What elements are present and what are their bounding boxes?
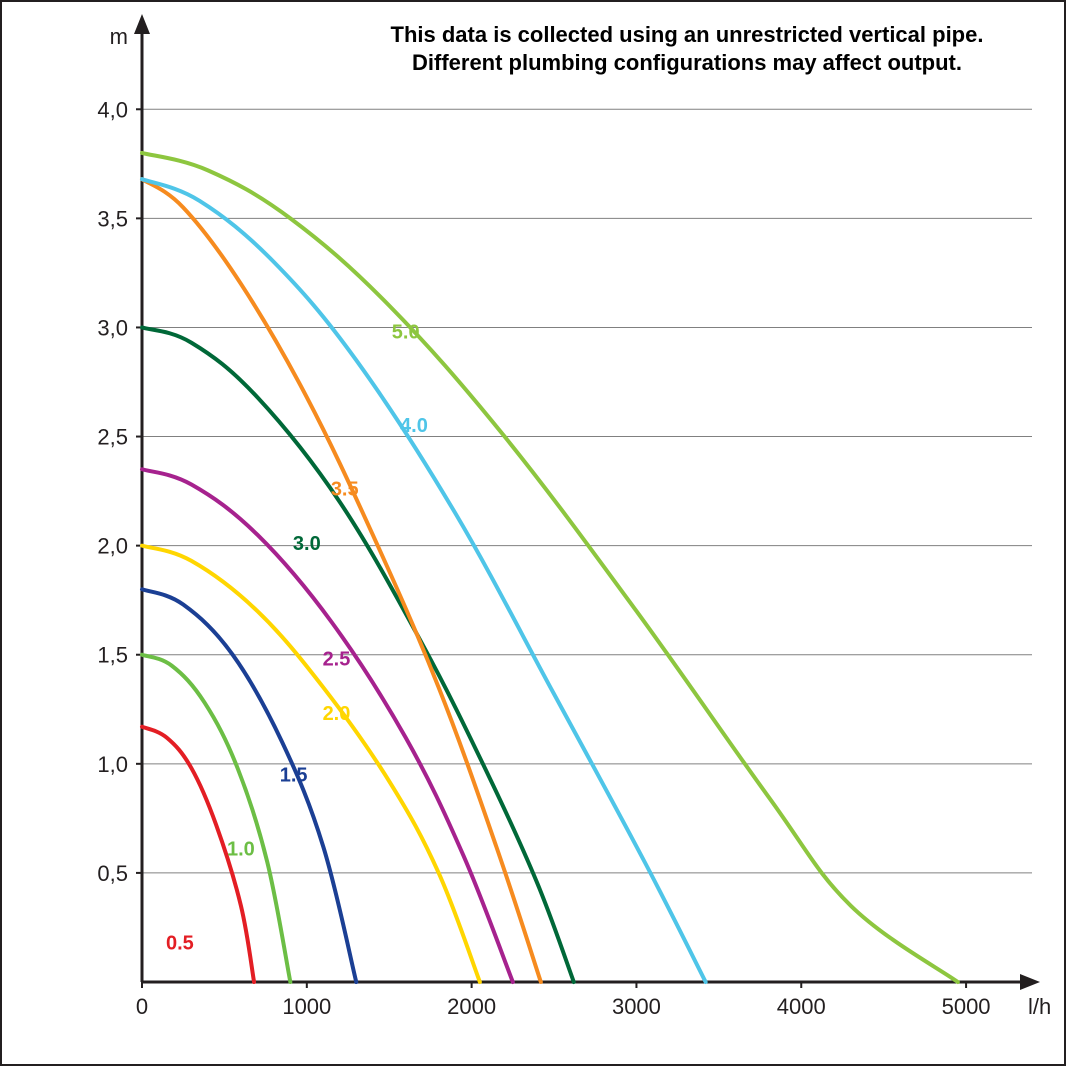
y-tick-label: 1,5: [97, 643, 128, 668]
chart-title-line: This data is collected using an unrestri…: [391, 22, 984, 47]
y-tick-label: 2,0: [97, 534, 128, 559]
y-axis-label: m: [110, 24, 128, 49]
x-tick-label: 5000: [942, 994, 991, 1019]
x-axis-label: l/h: [1028, 994, 1051, 1019]
y-tick-label: 2,5: [97, 425, 128, 450]
x-tick-label: 0: [136, 994, 148, 1019]
curve-label-c50: 5.0: [392, 321, 420, 343]
y-tick-label: 1,0: [97, 752, 128, 777]
axes: [134, 14, 1040, 990]
curve-c25: [142, 469, 513, 982]
curve-label-c30: 3.0: [293, 533, 321, 555]
y-tick-label: 0,5: [97, 861, 128, 886]
tick-labels: 0,5 1,0 1,5 2,0 2,5 3,0 3,5 4,0 0 1000 2000 3000 400…: [97, 97, 990, 1019]
curve-label-c05: 0.5: [166, 932, 194, 954]
x-tick-label: 4000: [777, 994, 826, 1019]
y-tick-label: 3,5: [97, 206, 128, 231]
curve-c35: [142, 179, 541, 982]
x-tick-label: 3000: [612, 994, 661, 1019]
chart-title-line: Different plumbing configurations may af…: [412, 50, 962, 75]
y-tick-label: 4,0: [97, 97, 128, 122]
curve-label-c10: 1.0: [227, 838, 255, 860]
curve-label-c25: 2.5: [323, 649, 351, 671]
chart-frame: 0,5 1,0 1,5 2,0 2,5 3,0 3,5 4,0 0 1000 2000 3000 400…: [0, 0, 1066, 1066]
curve-label-c40: 4.0: [400, 415, 428, 437]
x-tick-label: 2000: [447, 994, 496, 1019]
curve-label-c15: 1.5: [280, 764, 308, 786]
curve-c10: [142, 655, 290, 982]
curve-label-c20: 2.0: [323, 703, 351, 725]
series-labels: 0.5 1.0 1.5 2.0 2.5 3.0 3.5 4.0 5.0: [166, 321, 428, 954]
pump-curves-chart: 0,5 1,0 1,5 2,0 2,5 3,0 3,5 4,0 0 1000 2000 3000 400…: [2, 2, 1064, 1064]
y-tick-label: 3,0: [97, 315, 128, 340]
x-tick-label: 1000: [282, 994, 331, 1019]
series-curves: [142, 153, 958, 982]
curve-label-c35: 3.5: [331, 478, 359, 500]
